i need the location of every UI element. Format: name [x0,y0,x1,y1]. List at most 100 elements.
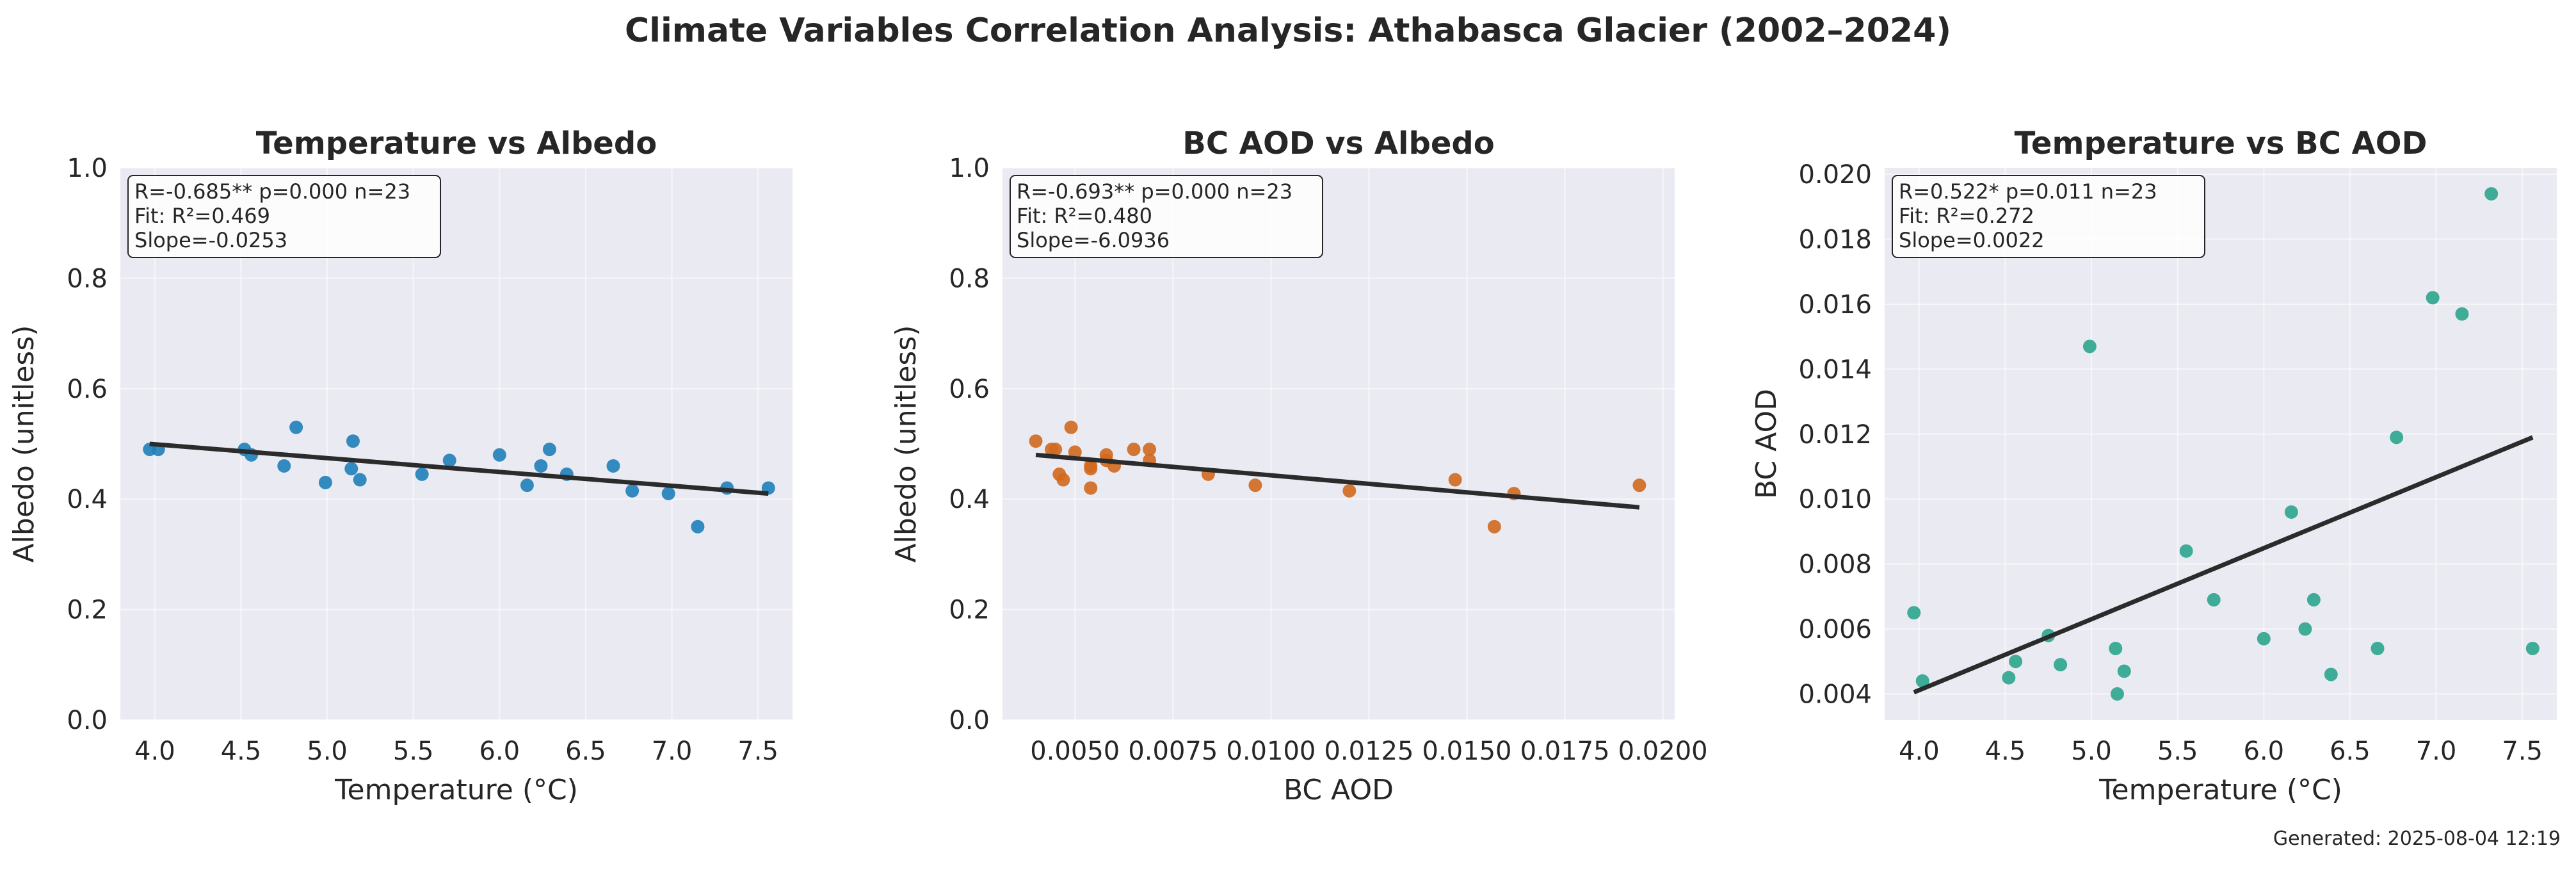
scatter-point [1064,420,1078,434]
scatter-point [1487,519,1501,534]
x-tick-label: 6.5 [565,737,606,766]
stats-annotation-line: R=-0.685** p=0.000 n=23 [134,179,410,204]
stats-annotation-line: R=0.522* p=0.011 n=23 [1899,179,2157,204]
stats-annotation-line: Fit: R²=0.469 [134,204,270,228]
x-tick-label: 0.0050 [1030,737,1120,766]
scatter-point [1084,481,1098,495]
x-tick-label: 7.5 [737,737,778,766]
y-tick-label: 0.012 [1798,420,1872,450]
scatter-point [353,473,367,487]
y-tick-label: 0.0 [949,706,990,735]
x-tick-label: 5.5 [393,737,434,766]
scatter-point [1127,443,1141,457]
scatter-point [2525,641,2540,655]
plot-area [1002,168,1675,720]
scatter-point [1448,473,1462,487]
regression-line [1913,435,2534,695]
chart-panel-3: 4.0 4.5 5.0 5.5 6.0 6.5 7.0 7.5 0.004 0.006 0.008 0… [1750,126,2557,806]
scatter-point [2284,505,2298,519]
scatter-point [1049,443,1063,457]
stats-annotation-line: R=-0.693** p=0.000 n=23 [1017,179,1292,204]
scatter-point [1248,478,1262,493]
x-tick-label: 7.5 [2502,737,2543,766]
y-tick-label: 0.2 [67,596,108,625]
y-tick-label: 0.8 [67,264,108,293]
panel-title: Temperature vs Albedo [256,126,657,161]
scatter-point [2110,687,2124,701]
chart-panel-1: 4.0 4.5 5.0 5.5 6.0 6.5 7.0 7.5 0.0 0.2 0.4 0.6 0.8 1… [8,126,793,806]
x-tick-label: 4.0 [134,737,175,766]
x-tick-label: 0.0175 [1520,737,1610,766]
scatter-point [1143,443,1157,457]
stats-annotation-line: Slope=-6.0936 [1017,228,1170,252]
x-tick-label: 4.5 [221,737,262,766]
x-tick-label: 4.0 [1899,737,1940,766]
scatter-point [1907,606,1921,620]
panel-title: Temperature vs BC AOD [2015,126,2427,161]
y-tick-label: 0.014 [1798,355,1872,384]
stats-annotation-line: Slope=0.0022 [1899,228,2045,252]
scatter-point [2484,187,2499,201]
scatter-point [2009,655,2023,669]
x-tick-label: 7.0 [652,737,693,766]
scatter-point [520,478,534,493]
scatter-point [661,487,675,501]
x-tick-label: 4.5 [1985,737,2026,766]
stats-annotation-line: Fit: R²=0.480 [1017,204,1152,228]
scatter-point [542,443,556,457]
y-tick-label: 0.8 [949,264,990,293]
y-tick-label: 0.4 [67,485,108,514]
scatter-point [2257,632,2271,646]
x-tick-label: 6.0 [2243,737,2284,766]
scatter-point [2371,641,2385,655]
scatter-point [534,459,548,473]
scatter-point [2306,592,2321,607]
scatter-point [2117,664,2131,678]
x-tick-label: 7.0 [2416,737,2457,766]
y-tick-label: 0.016 [1798,290,1872,320]
scatter-point [492,448,506,462]
scatter-point [2207,592,2221,607]
scatter-point [2390,430,2404,445]
scatter-point [344,462,358,476]
x-tick-label: 0.0150 [1422,737,1512,766]
scatter-point [2082,339,2097,354]
scatter-point [346,434,360,448]
y-tick-label: 0.2 [949,596,990,625]
y-tick-label: 0.4 [949,485,990,514]
plot-area [120,168,793,720]
x-tick-label: 5.5 [2157,737,2198,766]
x-tick-label: 0.0200 [1618,737,1708,766]
scatter-point [2298,622,2312,636]
x-axis-label: Temperature (°C) [334,774,578,806]
x-axis-label: BC AOD [1284,774,1394,806]
x-tick-label: 0.0075 [1128,737,1218,766]
regression-line [149,441,769,496]
scatter-point [625,484,640,498]
scatter-point [1029,434,1043,448]
stats-annotation-box [1010,175,1323,258]
scatter-point [289,420,303,434]
scatter-point [1084,459,1098,473]
y-tick-label: 0.004 [1798,680,1872,709]
plot-area [1885,168,2557,720]
y-tick-label: 0.018 [1798,225,1872,255]
chart-panel-2: 0.0050 0.0075 0.0100 0.0125 0.0150 0.0175 0.02… [890,126,1708,806]
y-tick-label: 0.6 [949,375,990,404]
y-tick-label: 0.008 [1798,550,1872,580]
y-tick-label: 0.0 [67,706,108,735]
x-tick-label: 5.0 [307,737,348,766]
scatter-point [1068,445,1082,459]
stats-annotation-box [1892,175,2205,258]
scatter-point [2426,291,2440,305]
regression-line [1035,452,1640,510]
scatter-point [1342,484,1356,498]
y-tick-label: 0.6 [67,375,108,404]
x-axis-label: Temperature (°C) [2098,774,2342,806]
scatter-point [2455,307,2469,321]
stats-annotation-box [127,175,441,258]
scatter-point [1632,478,1646,493]
figure-title: Climate Variables Correlation Analysis: … [624,12,1952,50]
generated-timestamp: Generated: 2025-08-04 12:19 [2273,828,2561,850]
x-tick-label: 0.0125 [1324,737,1413,766]
